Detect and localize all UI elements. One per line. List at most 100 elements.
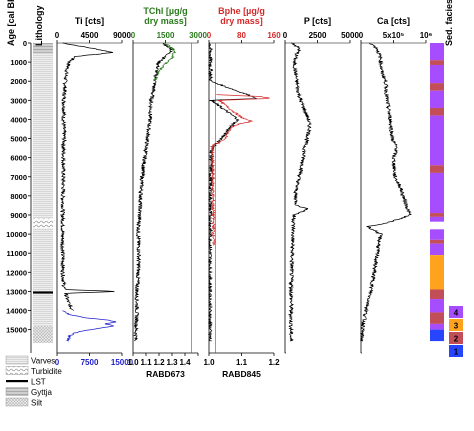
facies-segment-2 bbox=[430, 289, 444, 300]
top-axis-tick-label: 3000 bbox=[189, 31, 207, 40]
bottom-axis-tick-label: 1.2 bbox=[268, 358, 280, 367]
facies-segment-1 bbox=[430, 329, 444, 342]
facies-column: Sed. facies 4 3 2 1 bbox=[430, 0, 463, 357]
series-line-0-0 bbox=[59, 42, 115, 311]
facies-segment-4 bbox=[430, 299, 444, 313]
legend-label-varves: Varves bbox=[31, 357, 55, 366]
facies-segment-2 bbox=[430, 83, 444, 91]
legend-swatch-gyttja bbox=[5, 387, 29, 396]
bottom-axis-tick-label: 1.4 bbox=[179, 358, 191, 367]
facies-segment-2 bbox=[430, 165, 444, 173]
age-y-axis: 0 1000 2000 3000 4000 5000 6000 7000 8000 9000 100… bbox=[6, 0, 32, 353]
top-axis-tick-label: 0 bbox=[207, 31, 212, 40]
age-tick-label: 9000 bbox=[10, 211, 27, 220]
age-tick-label: 6000 bbox=[10, 154, 27, 163]
panel-title: Ti [cts] bbox=[75, 16, 104, 26]
facies-legend-label-3: 3 bbox=[454, 322, 459, 331]
legend-swatch-silt bbox=[5, 397, 29, 407]
facies-segment-2 bbox=[430, 213, 444, 217]
legend-swatch-varves bbox=[5, 355, 29, 365]
legend-label-silt: Silt bbox=[31, 399, 43, 408]
lithology-unit-lst bbox=[33, 291, 53, 294]
series-line-4-0 bbox=[359, 42, 413, 342]
top-axis-tick-label: 10⁶ bbox=[420, 31, 433, 40]
facies-segment-2 bbox=[430, 60, 444, 65]
facies-segment-3 bbox=[430, 255, 444, 290]
legend-label-turbidite: Turbidite bbox=[31, 367, 62, 376]
age-tick-label: 8000 bbox=[10, 192, 27, 201]
facies-legend-swatch-4 bbox=[449, 306, 463, 318]
lithology-unit-turbidite bbox=[33, 218, 53, 229]
panel-4: 0 5x10⁵ 10⁶ Ca [cts] bbox=[359, 16, 433, 354]
age-tick-label: 14000 bbox=[6, 307, 27, 316]
age-tick-label: 13000 bbox=[6, 287, 27, 296]
series-line-0-1 bbox=[62, 310, 117, 342]
facies-segment-4 bbox=[430, 115, 444, 166]
facies-legend-swatch-3 bbox=[449, 319, 463, 331]
bottom-axis-title: RABD845 bbox=[222, 369, 261, 379]
age-axis-title: Age [cal BP] bbox=[6, 0, 16, 46]
facies-segment-2 bbox=[430, 239, 444, 244]
panel-title: TChl [µg/g bbox=[143, 6, 187, 16]
legend-label-gyttja: Gyttja bbox=[31, 388, 52, 397]
top-axis-tick-label: 5x10⁵ bbox=[383, 31, 405, 40]
facies-segment-4 bbox=[430, 172, 444, 214]
facies-segment-4 bbox=[430, 229, 444, 240]
facies-segment-4 bbox=[430, 243, 444, 256]
legend-swatch-lst bbox=[6, 380, 28, 383]
series-line-3-0 bbox=[287, 42, 312, 342]
lithology-unit-gyttja bbox=[33, 43, 53, 53]
facies-segment-4 bbox=[430, 216, 444, 222]
age-tick-label: 5000 bbox=[10, 135, 27, 144]
lithology-column: Lithology bbox=[33, 6, 53, 343]
bottom-axis-tick-label: 0 bbox=[55, 358, 60, 367]
facies-legend-label-4: 4 bbox=[454, 309, 459, 318]
facies-legend-label-2: 2 bbox=[454, 335, 459, 344]
age-tick-label: 0 bbox=[23, 39, 27, 48]
series-line-1-1 bbox=[153, 42, 177, 82]
bottom-axis-tick-label: 1.3 bbox=[166, 358, 178, 367]
panel-title: P [cts] bbox=[304, 16, 331, 26]
age-tick-label: 1000 bbox=[10, 58, 27, 67]
facies-legend-swatch-1 bbox=[449, 345, 463, 357]
age-tick-label: 15000 bbox=[6, 326, 27, 335]
age-tick-label: 4000 bbox=[10, 115, 27, 124]
legend-label-lst: LST bbox=[31, 378, 46, 387]
bottom-axis-tick-label: 15000 bbox=[111, 358, 134, 367]
top-axis-tick-label: 2500 bbox=[309, 31, 327, 40]
facies-title: Sed. facies bbox=[444, 0, 454, 46]
bottom-axis-tick-label: 7500 bbox=[81, 358, 99, 367]
lithology-unit-varves bbox=[33, 228, 53, 292]
legend-swatch-turbidite bbox=[5, 366, 29, 375]
age-tick-label: 10000 bbox=[6, 230, 27, 239]
panel-0: 0 4500 9000 Ti [cts] 0 7500 15000 bbox=[55, 16, 134, 367]
facies-legend-swatch-2 bbox=[449, 332, 463, 344]
top-axis-tick-label: 4500 bbox=[81, 31, 99, 40]
top-axis-tick-label: 1500 bbox=[157, 31, 175, 40]
lithology-unit-varves bbox=[33, 293, 53, 326]
panel-title-unit: dry mass] bbox=[144, 16, 187, 26]
panel-title: Ca [cts] bbox=[377, 16, 410, 26]
age-tick-label: 2000 bbox=[10, 77, 27, 86]
top-axis-tick-label: 0 bbox=[131, 31, 136, 40]
facies-segment-4 bbox=[430, 323, 444, 330]
panel-title-unit: dry mass] bbox=[220, 16, 263, 26]
age-tick-label: 7000 bbox=[10, 173, 27, 182]
bottom-axis-title: RABD673 bbox=[146, 369, 185, 379]
lithology-title: Lithology bbox=[34, 6, 44, 47]
bottom-axis-tick-label: 1.2 bbox=[153, 358, 165, 367]
panel-title: Bphe [µg/g bbox=[218, 6, 265, 16]
facies-segment-4 bbox=[430, 90, 444, 108]
series-line-2-0 bbox=[207, 42, 257, 342]
top-axis-tick-label: 0 bbox=[55, 31, 60, 40]
top-axis-tick-label: 80 bbox=[237, 31, 246, 40]
top-axis-tick-label: 9000 bbox=[113, 31, 131, 40]
bottom-axis-tick-label: 1.1 bbox=[236, 358, 248, 367]
age-tick-label: 3000 bbox=[10, 96, 27, 105]
lithology-unit-varves bbox=[33, 52, 53, 219]
panel-3: 0 2500 5000 P [cts] bbox=[283, 16, 359, 354]
